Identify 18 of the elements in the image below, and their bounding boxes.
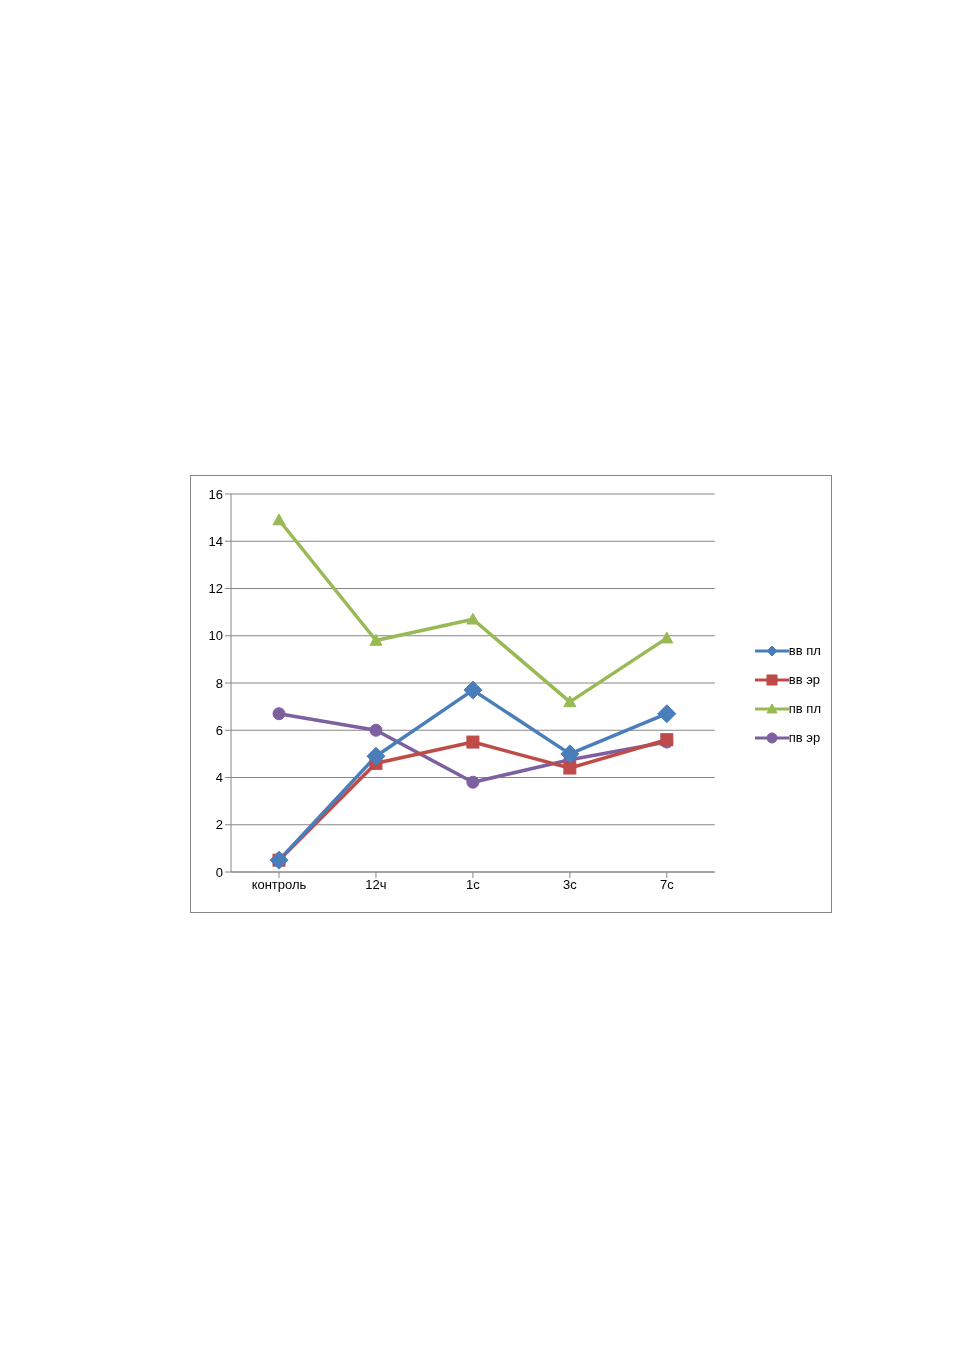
y-tick-label: 14 [208, 533, 223, 549]
y-tick-label: 2 [215, 817, 223, 833]
x-tick-label: 12ч [365, 877, 387, 893]
x-tick-label: 7с [659, 877, 675, 893]
y-tick-label: 0 [215, 864, 223, 880]
y-tick-label: 10 [208, 628, 223, 644]
legend-label: пв эр [788, 730, 821, 745]
y-tick-label: 6 [215, 722, 223, 738]
legend-label: вв пл [788, 643, 821, 658]
x-tick-label: контроль [251, 877, 307, 893]
y-tick-label: 4 [215, 770, 223, 786]
legend-label: вв эр [788, 672, 821, 687]
x-tick-label: 1с [466, 877, 481, 893]
x-tick-label: 3с [562, 877, 578, 893]
y-tick-label: 8 [215, 675, 223, 691]
legend-label: пв пл [788, 701, 821, 716]
y-tick-label: 12 [208, 581, 223, 597]
y-tick-label: 16 [208, 486, 223, 502]
